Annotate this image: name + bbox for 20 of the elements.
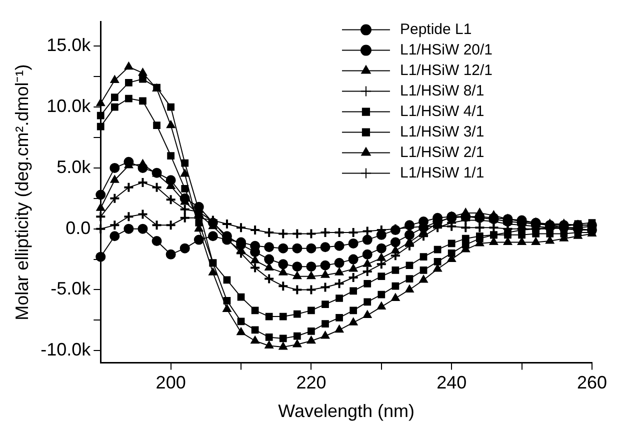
x-tick-label: 240 (436, 372, 467, 393)
x-axis-title: Wavelength (nm) (278, 401, 414, 422)
x-tick-label: 220 (296, 372, 326, 393)
y-tick-label: 0.0 (66, 218, 91, 238)
x-tick-label: 200 (156, 372, 186, 393)
legend-label: L1/HSiW 12/1 (400, 62, 493, 79)
y-tick-label: 10.0k (46, 96, 92, 116)
legend-label: L1/HSiW 3/1 (400, 123, 484, 140)
legend-label: L1/HSiW 1/1 (400, 164, 484, 182)
x-tick-label: 260 (576, 372, 608, 393)
legend-label: L1/HSiW 20/1 (400, 41, 493, 58)
y-tick-label: -10.0k (40, 340, 92, 360)
legend-label: L1/HSiW 4/1 (400, 102, 484, 120)
y-axis-title: Molar ellipticity (deg.cm².dmol⁻¹) (12, 64, 32, 320)
legend-label: L1/HSiW 2/1 (400, 144, 484, 161)
legend-label: Peptide L1 (400, 20, 472, 38)
y-tick-label: -5.0k (50, 278, 92, 299)
y-tick-label: 5.0k (56, 156, 92, 177)
y-tick-label: 15.0k (46, 35, 92, 56)
legend-label: L1/HSiW 8/1 (400, 82, 484, 100)
